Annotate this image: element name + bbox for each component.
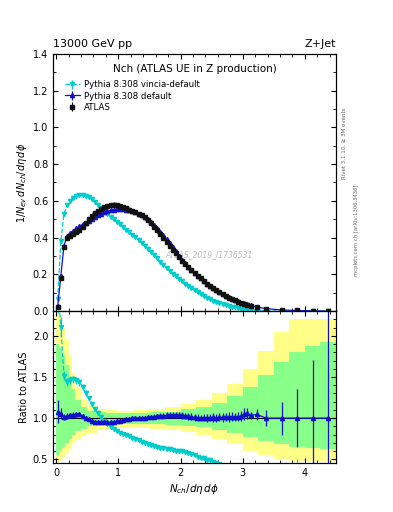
Text: Z+Jet: Z+Jet [305,38,336,49]
Text: mcplots.cern.ch [arXiv:1306.3436]: mcplots.cern.ch [arXiv:1306.3436] [354,185,359,276]
Text: Rivet 3.1.10, ≥ 3M events: Rivet 3.1.10, ≥ 3M events [342,108,347,179]
Text: 13000 GeV pp: 13000 GeV pp [53,38,132,49]
Text: Nch (ATLAS UE in Z production): Nch (ATLAS UE in Z production) [113,64,276,74]
Y-axis label: $1/N_{ev}\,dN_{ch}/d\eta\,d\phi$: $1/N_{ev}\,dN_{ch}/d\eta\,d\phi$ [15,142,29,223]
Text: ATLAS_2019_I1736531: ATLAS_2019_I1736531 [165,250,252,259]
Legend: Pythia 8.308 vincia-default, Pythia 8.308 default, ATLAS: Pythia 8.308 vincia-default, Pythia 8.30… [63,79,201,114]
X-axis label: $N_{ch}/d\eta\,d\phi$: $N_{ch}/d\eta\,d\phi$ [169,482,220,497]
Y-axis label: Ratio to ATLAS: Ratio to ATLAS [18,352,29,423]
